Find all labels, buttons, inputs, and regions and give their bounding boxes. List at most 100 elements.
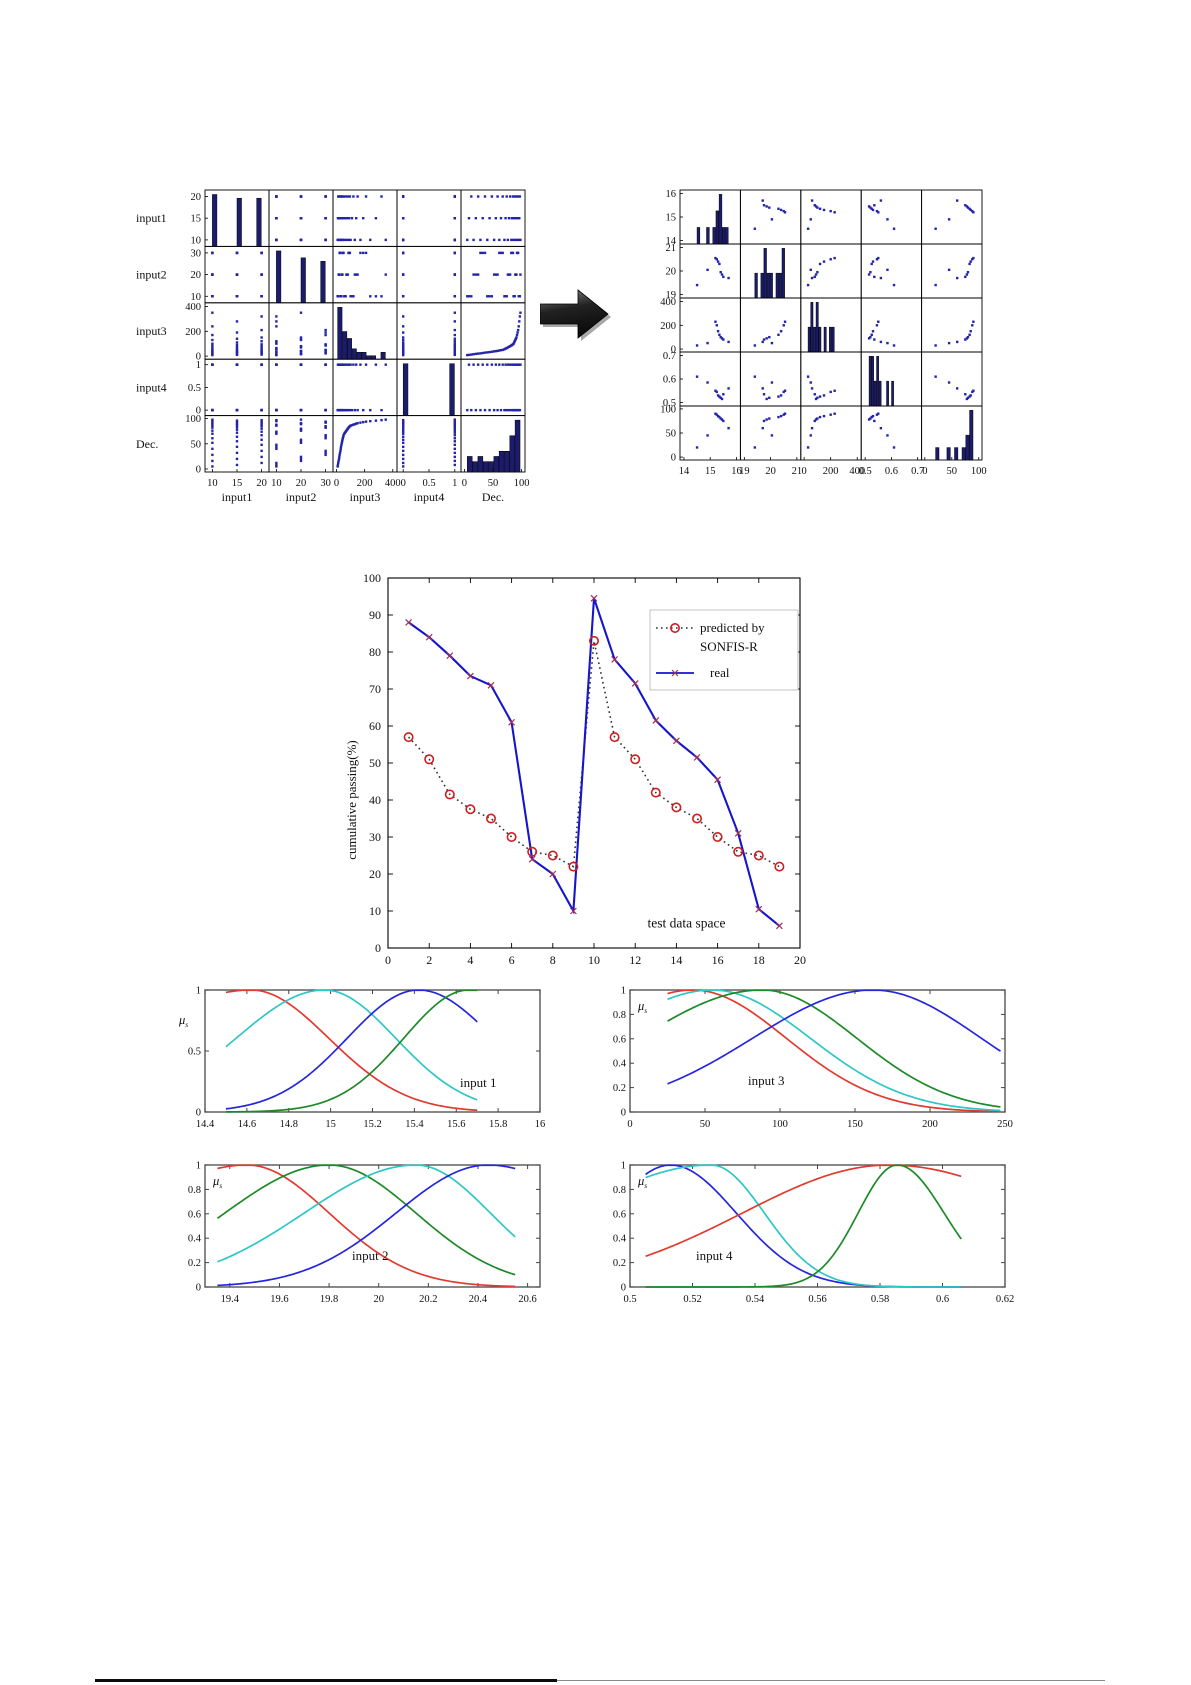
transform-arrow-icon (540, 289, 611, 341)
svg-text:20: 20 (191, 192, 202, 203)
svg-text:0.2: 0.2 (188, 1258, 201, 1269)
svg-text:0.2: 0.2 (613, 1258, 626, 1269)
scatter-matrix-before: 101520input1102030input20200400input300.… (136, 189, 530, 504)
svg-text:400: 400 (849, 466, 865, 477)
svg-text:0.8: 0.8 (188, 1185, 201, 1196)
svg-text:input4: input4 (136, 380, 167, 394)
svg-text:19: 19 (666, 290, 677, 301)
svg-text:20: 20 (369, 867, 381, 881)
svg-text:8: 8 (550, 953, 556, 967)
svg-text:test data space: test data space (648, 916, 726, 931)
svg-text:14: 14 (679, 466, 690, 477)
svg-text:1: 1 (196, 360, 201, 371)
svg-text:input2: input2 (286, 490, 317, 504)
svg-text:15.6: 15.6 (447, 1119, 465, 1130)
svg-text:21: 21 (792, 466, 803, 477)
svg-text:1: 1 (196, 1161, 201, 1172)
svg-text:2: 2 (426, 953, 432, 967)
svg-text:0.8: 0.8 (613, 1010, 626, 1021)
svg-text:0.6: 0.6 (613, 1209, 626, 1220)
svg-text:μs: μs (178, 1013, 188, 1029)
svg-text:14: 14 (670, 953, 682, 967)
svg-text:20: 20 (666, 267, 677, 278)
svg-text:15.2: 15.2 (363, 1119, 381, 1130)
svg-text:0.52: 0.52 (683, 1294, 701, 1305)
svg-text:20.2: 20.2 (419, 1294, 437, 1305)
svg-text:250: 250 (997, 1119, 1013, 1130)
svg-text:0: 0 (627, 1119, 632, 1130)
svg-text:input3: input3 (350, 490, 381, 504)
svg-text:0: 0 (196, 464, 201, 475)
svg-text:0: 0 (196, 1283, 201, 1294)
svg-text:100: 100 (185, 414, 201, 425)
svg-text:10: 10 (191, 292, 202, 303)
svg-text:19.4: 19.4 (221, 1294, 240, 1305)
svg-text:16: 16 (535, 1119, 546, 1130)
svg-text:0.5: 0.5 (623, 1294, 636, 1305)
page-bottom-rule-right (557, 1680, 1105, 1681)
svg-text:12: 12 (629, 953, 641, 967)
svg-text:50: 50 (191, 439, 202, 450)
svg-text:14.6: 14.6 (238, 1119, 256, 1130)
svg-text:80: 80 (369, 645, 381, 659)
svg-text:100: 100 (772, 1119, 788, 1130)
svg-text:20: 20 (765, 466, 776, 477)
page-bottom-rule-left (95, 1679, 557, 1682)
svg-text:200: 200 (922, 1119, 938, 1130)
svg-text:0.5: 0.5 (663, 398, 676, 409)
svg-text:0.62: 0.62 (996, 1294, 1014, 1305)
svg-text:0: 0 (671, 345, 676, 356)
svg-text:predicted by: predicted by (700, 620, 765, 635)
svg-text:50: 50 (700, 1119, 711, 1130)
svg-text:0.7: 0.7 (663, 351, 676, 362)
svg-text:90: 90 (369, 608, 381, 622)
svg-text:19: 19 (739, 466, 750, 477)
membership-plot-input3: 0 50 100 150 200 250 0 0.2 0.4 0.6 0.8 1 μs input 3 (613, 986, 1013, 1131)
svg-text:100: 100 (363, 571, 381, 585)
svg-text:21: 21 (666, 243, 677, 254)
svg-text:input2: input2 (136, 268, 167, 282)
svg-text:1: 1 (621, 1161, 626, 1172)
svg-text:μs: μs (637, 999, 647, 1015)
svg-text:19.6: 19.6 (270, 1294, 288, 1305)
svg-text:0: 0 (334, 478, 339, 489)
svg-text:0: 0 (801, 466, 806, 477)
svg-text:15: 15 (191, 214, 202, 225)
svg-text:400: 400 (385, 478, 401, 489)
svg-text:20: 20 (191, 270, 202, 281)
svg-text:0.54: 0.54 (746, 1294, 765, 1305)
svg-text:0: 0 (196, 1108, 201, 1119)
svg-text:50: 50 (488, 478, 499, 489)
svg-text:Dec.: Dec. (482, 490, 504, 504)
svg-text:20: 20 (296, 478, 307, 489)
svg-text:0.4: 0.4 (613, 1234, 627, 1245)
svg-text:100: 100 (514, 478, 530, 489)
svg-text:0.58: 0.58 (871, 1294, 889, 1305)
svg-text:30: 30 (369, 830, 381, 844)
svg-text:6: 6 (509, 953, 515, 967)
svg-text:cumulative passing(%): cumulative passing(%) (344, 740, 359, 860)
svg-text:real: real (710, 665, 730, 680)
svg-text:200: 200 (185, 327, 201, 338)
svg-text:0: 0 (375, 941, 381, 955)
svg-text:15: 15 (705, 466, 716, 477)
svg-text:0: 0 (196, 352, 201, 363)
svg-text:input3: input3 (136, 324, 167, 338)
svg-text:100: 100 (971, 466, 987, 477)
svg-text:0.5: 0.5 (422, 478, 435, 489)
svg-text:50: 50 (369, 756, 381, 770)
svg-text:input1: input1 (222, 490, 253, 504)
membership-plot-input4: 0.5 0.52 0.54 0.56 0.58 0.6 0.62 0 0.2 0.4 0.6 0.8 1… (613, 1161, 1014, 1306)
svg-text:input4: input4 (414, 490, 445, 504)
svg-text:0.7: 0.7 (911, 466, 924, 477)
svg-text:14.4: 14.4 (196, 1119, 215, 1130)
svg-text:0.6: 0.6 (663, 375, 676, 386)
svg-text:input1: input1 (136, 211, 167, 225)
svg-text:200: 200 (823, 466, 839, 477)
svg-text:0: 0 (385, 953, 391, 967)
svg-text:0: 0 (621, 1283, 626, 1294)
svg-text:μs: μs (637, 1174, 647, 1190)
svg-text:input 2: input 2 (352, 1248, 388, 1263)
